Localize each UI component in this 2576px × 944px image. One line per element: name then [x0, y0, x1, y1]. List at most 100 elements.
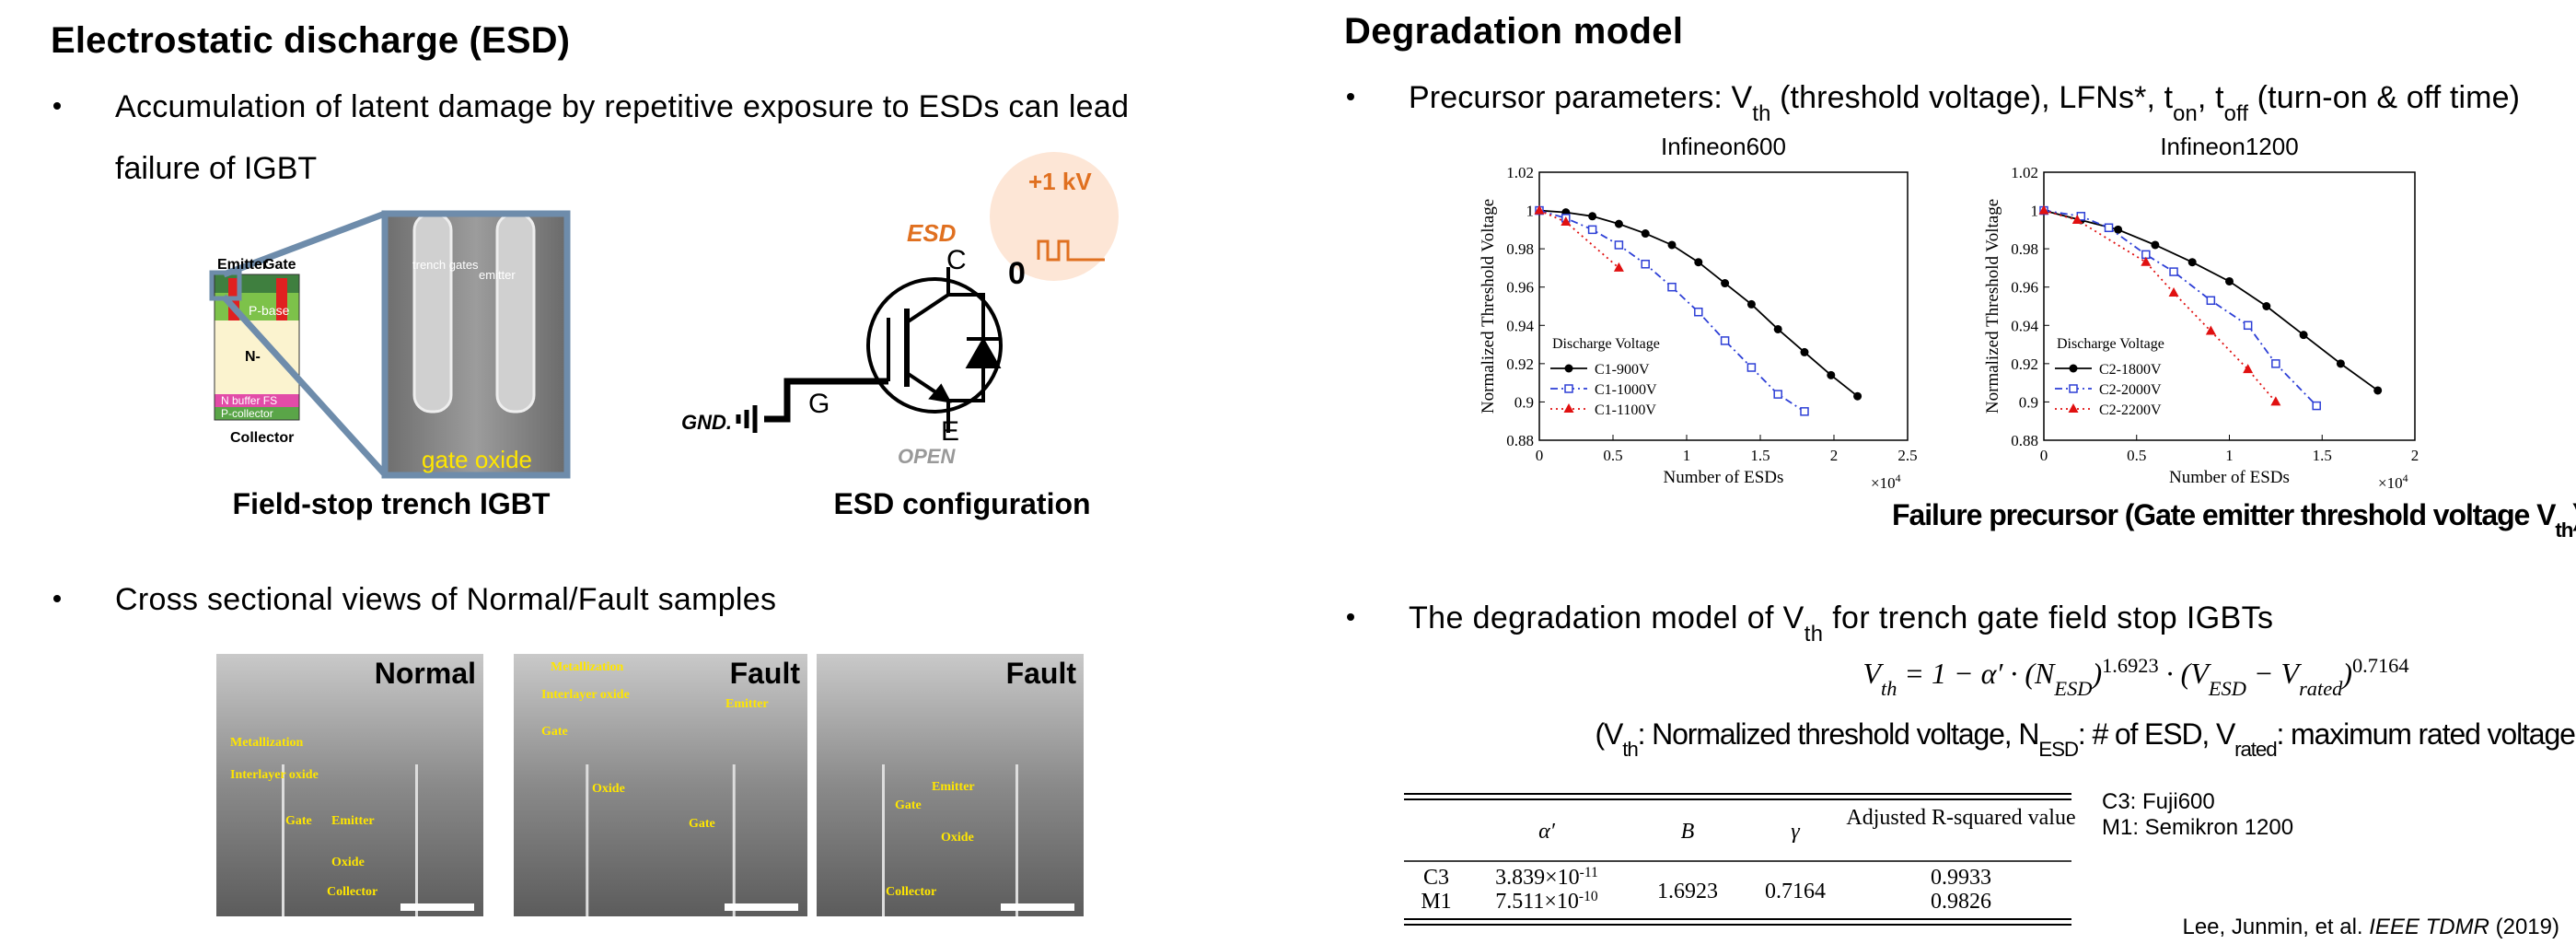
text-segment: off	[2224, 101, 2249, 126]
text-segment: rated	[2234, 738, 2278, 761]
x-tick-label: 0.5	[1603, 447, 1622, 464]
data-point	[1694, 258, 1703, 267]
text-segment: (2019)	[2489, 915, 2559, 939]
bullet-text: Precursor parameters: Vth (threshold vol…	[1409, 80, 2520, 126]
legend-entry: C1-900V	[1595, 362, 1650, 378]
table-cell: C3	[1423, 866, 1449, 890]
pulse-label: 0	[1008, 256, 1026, 291]
pulse-bubble	[990, 152, 1119, 281]
data-point	[2243, 364, 2254, 374]
sem-label: emitter	[479, 268, 516, 282]
text-segment: (threshold voltage), LFNs*, t	[1770, 80, 2173, 115]
legend-title: Discharge Voltage	[1552, 336, 1660, 352]
y-tick-label: 1	[1526, 203, 1535, 220]
pulse-wave	[1037, 239, 1105, 262]
figure-caption: ESD configuration	[833, 487, 1090, 520]
sem-label: Gate	[285, 814, 312, 828]
sem-label: Emitter	[932, 780, 975, 794]
x-tick-label: 1	[2225, 447, 2234, 464]
table-header: γ	[1791, 820, 1800, 844]
legend-entry: C1-1100V	[1595, 402, 1656, 418]
igbt-label: Collector	[230, 430, 294, 446]
y-tick-label: 0.96	[1506, 279, 1534, 297]
sem-tag: Fault	[1006, 657, 1077, 690]
table-header: α′	[1538, 820, 1556, 844]
data-point	[2071, 214, 2083, 224]
data-point	[1641, 260, 1650, 269]
data-point	[1534, 204, 1545, 215]
table-cell: M1	[1421, 890, 1451, 914]
sem-label: Gate	[541, 725, 568, 739]
igbt-label: Emitter	[217, 257, 268, 273]
y-axis-label: Normalized Threshold Voltage	[1983, 199, 2002, 414]
bullet-dot	[1347, 93, 1354, 100]
text-segment: : # of ESD, V	[2078, 717, 2236, 751]
legend-entry: C2-1800V	[2099, 362, 2162, 378]
y-tick-label: 0.98	[1506, 240, 1534, 258]
x-tick-label: 1.5	[1750, 447, 1770, 464]
data-point	[2187, 258, 2197, 267]
igbt-label: N-	[245, 349, 261, 365]
igbt-label: P-base	[249, 303, 290, 318]
y-tick-label: 0.98	[2011, 240, 2038, 258]
equation-part: · (V	[2159, 657, 2212, 690]
sem-label: gate oxide	[422, 446, 532, 473]
data-point	[1720, 336, 1730, 345]
legend-entry: C2-2000V	[2099, 382, 2162, 398]
text-segment: 7.511×10	[1495, 890, 1579, 914]
table-header-box: Adjusted R-squared value	[1846, 806, 2076, 830]
igbt-stack	[209, 210, 388, 477]
data-point	[2270, 396, 2281, 406]
text-segment: : Normalized threshold voltage, N	[1638, 717, 2040, 751]
data-point	[2169, 267, 2178, 276]
data-point	[2151, 240, 2160, 250]
text-segment: ×10	[2378, 474, 2403, 492]
sem-label: Interlayer oxide	[541, 688, 630, 702]
table-header: Adjusted R-squared value	[1846, 806, 2076, 830]
legend-entry: C2-2200V	[2099, 402, 2162, 418]
text-segment: , t	[2198, 80, 2224, 115]
sem-label: Collector	[886, 885, 936, 899]
data-point	[1800, 347, 1809, 356]
text-segment: ×10	[1871, 474, 1896, 492]
bullet-text: The degradation model of Vth for trench …	[1409, 600, 2273, 647]
circuit-label: E	[941, 416, 959, 447]
data-point	[1746, 363, 1757, 372]
data-point	[1773, 390, 1782, 399]
data-point	[1667, 240, 1677, 250]
data-point	[2206, 296, 2216, 306]
esd-circuit	[736, 267, 1003, 433]
section-title: Electrostatic discharge (ESD)	[51, 20, 570, 61]
table-cell: 3.839×10-11	[1495, 865, 1598, 891]
sem-label: Emitter	[331, 814, 375, 828]
data-point	[2225, 276, 2234, 286]
legend-marker	[1564, 364, 1573, 373]
y-axis-label: Normalized Threshold Voltage	[1479, 199, 1498, 414]
data-point	[1614, 240, 1624, 250]
table-cell: 1.6923	[1657, 880, 1718, 903]
circuit-label: G	[808, 389, 830, 419]
bullet-text: failure of IGBT	[115, 151, 317, 186]
citation: Lee, Junmin, et al. IEEE TDMR (2019)	[2182, 915, 2559, 939]
sem-structure	[882, 764, 1018, 916]
legend-marker	[1564, 384, 1573, 393]
x-tick-label: 2	[2411, 447, 2419, 464]
y-tick-label: 0.92	[2011, 355, 2038, 373]
figure-caption: Field-stop trench IGBT	[233, 487, 551, 520]
igbt-label: N buffer FS	[221, 394, 277, 407]
equation-part: ESD	[2208, 677, 2246, 700]
plot-frame	[1538, 171, 1909, 441]
text-segment: -11	[1580, 865, 1598, 880]
section-title: Degradation model	[1344, 11, 1683, 52]
series-line	[1538, 209, 1619, 269]
y-tick-label: 0.88	[1506, 432, 1534, 449]
sem-label: Metallization	[551, 660, 624, 674]
plot-frame	[2043, 171, 2416, 441]
text-segment: : maximum rated voltage of IGBT)	[2277, 717, 2576, 751]
legend-title: Discharge Voltage	[2057, 336, 2164, 352]
text-segment: for trench gate field stop IGBTs	[1823, 600, 2273, 635]
legend-marker	[2069, 364, 2078, 373]
y-tick-label: 0.96	[2011, 279, 2038, 297]
text-segment: IEEE TDMR	[2369, 915, 2489, 939]
